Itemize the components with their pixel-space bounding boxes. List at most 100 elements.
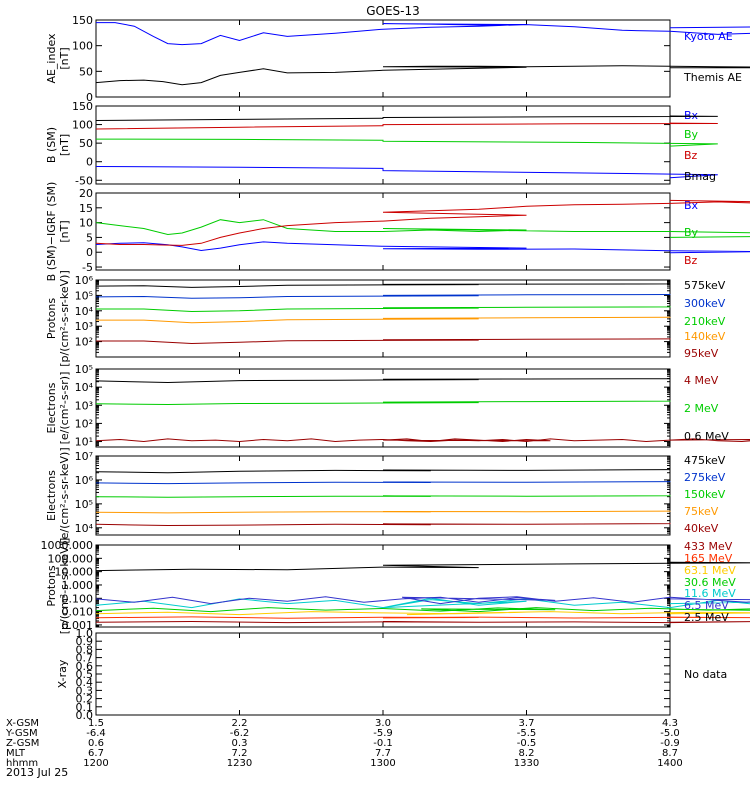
legend-entry: 4 MeV: [684, 374, 719, 387]
y-axis-label: [e/(cm²-s-sr-keV)]: [58, 447, 71, 543]
x-row-value: -5.0: [660, 728, 680, 739]
y-tick-label: 10⁵: [75, 289, 93, 302]
y-axis-label: [nT]: [58, 47, 71, 69]
y-axis-label: Protons: [45, 565, 58, 606]
y-tick-label: 1000.000: [41, 539, 94, 552]
y-tick-label: 100.000: [48, 552, 94, 565]
y-axis-label: [nT]: [58, 134, 71, 156]
x-row-value: -5.5: [517, 728, 537, 739]
y-tick-label: 0: [86, 156, 93, 169]
legend-entry: By: [684, 128, 699, 141]
panel-frame: [95, 544, 671, 628]
y-tick-label: 50: [79, 137, 93, 150]
x-row-value: -0.1: [373, 738, 393, 749]
series-line: [95, 607, 750, 613]
x-row-value: 1230: [227, 758, 252, 769]
x-row-label: X-GSM: [6, 718, 39, 729]
series-line: [95, 65, 750, 86]
y-tick-label: 10⁶: [75, 474, 94, 487]
y-tick-label: 10⁵: [75, 498, 93, 511]
y-tick-label: 10⁵: [75, 363, 93, 376]
date-label: 2013 Jul 25: [6, 766, 68, 779]
y-tick-label: 10³: [75, 399, 93, 412]
series-line: [95, 561, 750, 572]
y-axis-label: [p/(cm²-s-sr-keV)]: [58, 270, 71, 367]
series-line: [96, 306, 671, 313]
x-row-value: -5.9: [373, 728, 393, 739]
legend-entry: 2.5 MeV: [684, 611, 729, 624]
y-axis-label: Electrons: [45, 382, 58, 433]
y-tick-label: 5: [86, 231, 93, 244]
series-line: [95, 199, 750, 246]
y-tick-label: -5: [82, 261, 93, 274]
y-tick-label: 10¹: [75, 436, 93, 449]
legend-entry: Kyoto AE: [684, 30, 733, 43]
y-axis-label: B (SM): [45, 127, 58, 163]
y-axis-label: Protons: [45, 298, 58, 339]
panel-2: -50 0 50 100 150 B (SM) [nT] Bx By Bz Bmag: [45, 100, 718, 187]
legend-entry: 210keV: [684, 315, 726, 328]
x-row-value: 1200: [83, 758, 108, 769]
y-tick-label: 10²: [75, 336, 93, 349]
series-line: [95, 166, 718, 179]
y-tick-label: 0.3: [76, 684, 94, 697]
y-tick-label: 10.000: [55, 566, 94, 579]
legend-entry: 30.6 MeV: [684, 576, 736, 589]
x-row-value: 1400: [657, 758, 682, 769]
series-line: [95, 294, 671, 299]
y-tick-label: 100: [72, 119, 93, 132]
legend-entry: 75keV: [684, 505, 719, 518]
x-row-value: 8.7: [662, 748, 678, 759]
y-tick-label: 1.000: [62, 579, 94, 592]
x-row-label: hhmm: [6, 758, 38, 769]
series-line: [95, 122, 718, 130]
panel-5: 10¹ 10² 10³ 10⁴ 10⁵ Electrons [e/(cm²-s-sr)] 4 …: [45, 363, 750, 449]
y-axis-label: AE_index: [45, 33, 58, 84]
legend-entry: 140keV: [684, 330, 726, 343]
series-line: [96, 338, 671, 345]
figure-title: GOES-13: [366, 4, 420, 18]
series-line: [95, 481, 671, 485]
x-row-value: 0.6: [88, 738, 104, 749]
x-row-value: -6.2: [230, 728, 250, 739]
legend-entry: Bx: [684, 109, 699, 122]
y-tick-label: 0.100: [62, 592, 94, 605]
x-row-value: 7.2: [232, 748, 248, 759]
legend-entry: 6.5 MeV: [684, 599, 729, 612]
y-tick-label: 0.7: [76, 652, 94, 665]
y-tick-label: 0.0: [76, 709, 94, 722]
legend-entry: 150keV: [684, 488, 726, 501]
x-row-value: 1330: [514, 758, 539, 769]
legend-entry: Bmag: [684, 170, 716, 183]
series-line: [95, 495, 671, 498]
y-tick-label: 0.5: [76, 668, 94, 681]
x-row-value: 3.0: [375, 718, 391, 729]
legend-entry: 2 MeV: [684, 402, 719, 415]
legend-entry: 300keV: [684, 297, 726, 310]
y-tick-label: 15: [79, 202, 93, 215]
legend-entry: 275keV: [684, 471, 726, 484]
series-line: [95, 138, 718, 147]
legend-entry: 165 MeV: [684, 552, 733, 565]
y-axis-label: [p/(cm²-s-sr-keV)]: [58, 538, 71, 635]
y-tick-label: 0.8: [76, 643, 94, 656]
panel-frame: [95, 368, 671, 448]
x-row-value: 8.2: [519, 748, 535, 759]
y-tick-label: 0.001: [62, 619, 94, 632]
x-row-value: 4.3: [662, 718, 678, 729]
x-axis-ephemeris-table: X-GSM 1.5 2.2 3.0 3.7 4.3 Y-GSM -6.4 -6.2 -5.9 -5.…: [5, 718, 683, 769]
panel-6: 10⁴ 10⁵ 10⁶ 10⁷ Electrons [e/(cm²-s-sr-keV)] 4…: [45, 447, 726, 543]
x-row-value: 1.5: [88, 718, 104, 729]
series-line: [95, 283, 671, 288]
x-row-label: Z-GSM: [6, 738, 39, 749]
x-row-value: -6.4: [86, 728, 106, 739]
x-row-value: 6.7: [88, 748, 104, 759]
panel-frame: [95, 19, 671, 98]
legend-entry: 11.6 MeV: [684, 587, 736, 600]
y-tick-label: 10²: [75, 417, 93, 430]
y-tick-label: 0.4: [76, 676, 94, 689]
y-axis-label: X-ray: [56, 659, 69, 688]
x-row-value: 2.2: [232, 718, 248, 729]
